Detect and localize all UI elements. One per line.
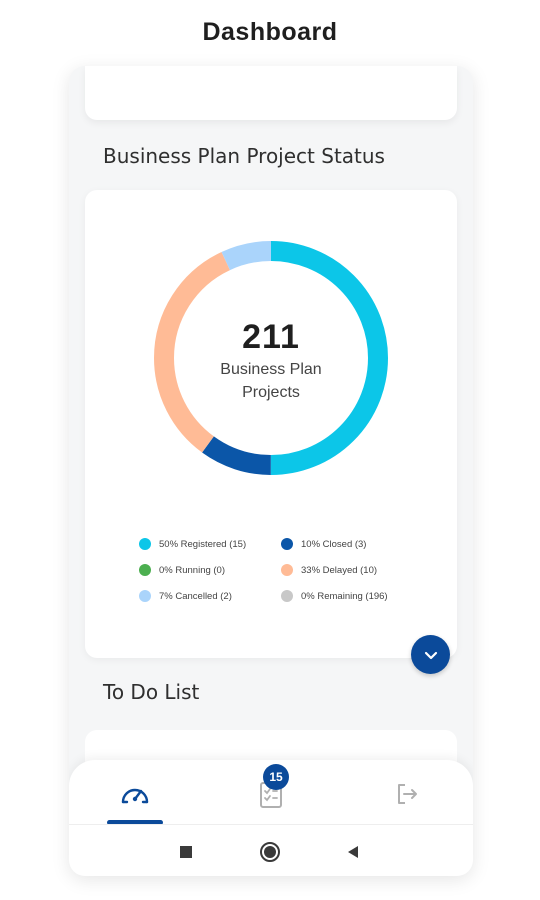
project-count: 211 (242, 318, 300, 356)
square-icon (180, 846, 192, 858)
tasks-count-badge: 15 (263, 764, 289, 790)
legend-item-running: 0% Running (0) (139, 564, 281, 576)
donut-chart: 211 Business Plan Projects (151, 238, 391, 478)
chevron-down-icon (424, 651, 437, 659)
speedometer-icon (121, 788, 149, 804)
legend-label: 33% Delayed (10) (301, 564, 378, 576)
legend-item-closed: 10% Closed (3) (281, 538, 423, 550)
app-screen: Business Plan Project Status 211 Busines… (69, 66, 473, 876)
recents-button[interactable] (175, 841, 197, 863)
donut-svg (154, 241, 388, 475)
legend-item-cancelled: 7% Cancelled (2) (139, 590, 281, 602)
donut-center: 211 Business Plan Projects (151, 318, 391, 403)
back-triangle-icon (348, 846, 358, 858)
nav-dashboard[interactable] (115, 774, 155, 814)
legend-dot-cancelled (139, 590, 151, 602)
legend-dot-running (139, 564, 151, 576)
logout-icon (398, 784, 417, 804)
page-title: Dashboard (202, 18, 338, 46)
system-navigation-bar (69, 824, 473, 876)
legend-dot-delayed (281, 564, 293, 576)
nav-logout[interactable] (387, 774, 427, 814)
bottom-navigation: 15 (69, 760, 473, 830)
legend-label: 0% Remaining (196) (301, 590, 388, 602)
legend-label: 50% Registered (15) (159, 538, 247, 550)
back-button[interactable] (342, 841, 364, 863)
legend-dot-registered (139, 538, 151, 550)
expand-button[interactable] (411, 635, 450, 674)
donut-label-line1: Business Plan (220, 361, 322, 378)
legend-item-remaining: 0% Remaining (196) (281, 590, 423, 602)
legend-dot-closed (281, 538, 293, 550)
home-button[interactable] (259, 841, 281, 863)
legend-dot-remaining (281, 590, 293, 602)
status-section-title: Business Plan Project Status (103, 144, 385, 168)
donut-label-line2: Projects (242, 384, 300, 401)
project-status-card: 211 Business Plan Projects 50% Registere… (85, 190, 457, 658)
home-circle-icon (260, 842, 280, 862)
todo-section-title: To Do List (103, 680, 200, 704)
legend-label: 0% Running (0) (159, 564, 226, 576)
legend-item-registered: 50% Registered (15) (139, 538, 281, 550)
donut-segment-delayed (154, 241, 388, 475)
legend-label: 7% Cancelled (2) (159, 590, 232, 602)
legend-label: 10% Closed (3) (301, 538, 367, 550)
chart-legend: 50% Registered (15) 10% Closed (3) 0% Ru… (139, 538, 439, 602)
summary-card (85, 66, 457, 120)
legend-item-delayed: 33% Delayed (10) (281, 564, 423, 576)
active-tab-indicator (107, 820, 163, 825)
donut-segment-cancelled (154, 241, 388, 475)
